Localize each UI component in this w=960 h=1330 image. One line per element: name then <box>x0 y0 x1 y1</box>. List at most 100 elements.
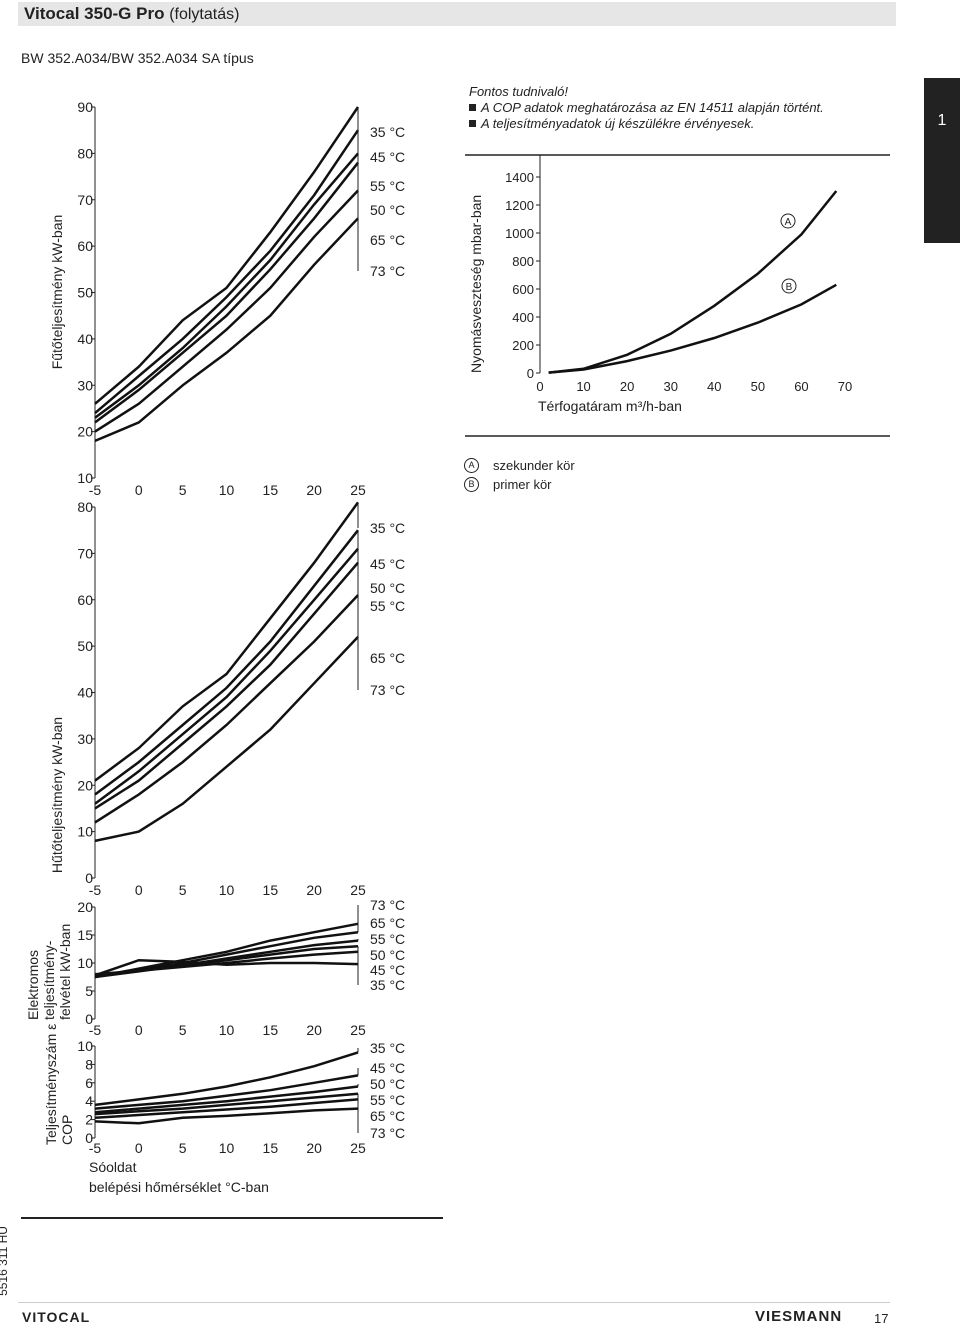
power-series-line <box>94 922 359 979</box>
cop-series-label: 35 °C <box>370 1040 405 1056</box>
cop-x-tick-label: 25 <box>350 1140 366 1156</box>
cooling-x-tick-label: 25 <box>350 882 366 898</box>
cop-series-line <box>94 1085 359 1114</box>
power-series-line <box>94 958 359 977</box>
heating-series-line <box>94 152 359 419</box>
cooling-y-tick-label: 0 <box>85 870 93 886</box>
bullet-icon <box>469 120 476 127</box>
power-y-axis-label: Elektromos <box>25 950 41 1020</box>
pressure-x-tick-label: 0 <box>536 379 543 394</box>
pressure-x-axis-label: Térfogatáram m³/h-ban <box>538 398 682 414</box>
heating-x-tick-label: 0 <box>135 482 143 498</box>
cooling-series-line <box>94 636 359 843</box>
pressure-y-tick-label: 800 <box>512 254 534 269</box>
cop-x-tick-label: 5 <box>179 1140 187 1156</box>
cooling-series-label: 35 °C <box>370 520 405 536</box>
cop-series-line <box>94 1098 359 1120</box>
heating-series-label: 50 °C <box>370 202 405 218</box>
pressure-x-tick-label: 40 <box>707 379 721 394</box>
heating-series-line <box>94 106 360 405</box>
model-subtitle: BW 352.A034/BW 352.A034 SA típus <box>21 50 254 66</box>
pressure-series-B <box>548 283 837 374</box>
heating-y-tick-label: 20 <box>77 424 93 440</box>
legend-text: primer kör <box>493 477 552 492</box>
cop-x-axis-label: Sóoldat <box>89 1159 137 1175</box>
heating-series-label: 45 °C <box>370 149 405 165</box>
cooling-series-line <box>94 594 359 824</box>
power-series-line <box>94 950 359 976</box>
heating-y-tick-label: 50 <box>77 285 93 301</box>
heating-y-tick-label: 80 <box>77 145 93 161</box>
pressure-y-tick-label: 600 <box>512 282 534 297</box>
pressure-series-marker <box>780 213 796 229</box>
cooling-series-line <box>94 547 359 805</box>
doc-code: 5516 311 HU <box>0 1218 16 1298</box>
heating-series-line <box>94 161 359 424</box>
power-x-tick-label: 0 <box>135 1022 143 1038</box>
power-y-tick-label: 10 <box>77 955 93 971</box>
notes-item-text: A teljesítményadatok új készülékre érvén… <box>481 116 755 131</box>
heating-y-tick-label: 60 <box>77 238 93 254</box>
cop-x-tick-label: 0 <box>135 1140 143 1156</box>
cooling-y-tick-label: 40 <box>77 685 93 701</box>
cooling-y-tick-label: 20 <box>77 777 93 793</box>
cop-y-axis-label: COP <box>59 1115 75 1145</box>
heating-x-tick-label: 25 <box>350 482 366 498</box>
pressure-y-tick-label: 0 <box>527 366 534 381</box>
pressure-y-tick-label: 200 <box>512 338 534 353</box>
heating-series-line <box>94 129 360 415</box>
cooling-x-tick-label: 15 <box>263 882 279 898</box>
cooling-series-line <box>94 561 359 810</box>
heating-x-tick-label: 10 <box>219 482 235 498</box>
cooling-y-tick-label: 50 <box>77 638 93 654</box>
pressure-y-tick-label: 1000 <box>505 226 534 241</box>
cooling-y-tick-label: 30 <box>77 731 93 747</box>
cop-series-line <box>94 1051 359 1107</box>
cooling-x-tick-label: -5 <box>89 882 102 898</box>
pressure-y-tick-label: 1200 <box>505 198 534 213</box>
legend-key: B <box>464 477 479 492</box>
cooling-series-label: 55 °C <box>370 598 405 614</box>
cooling-series-line <box>94 501 360 782</box>
heating-series-label: 73 °C <box>370 263 405 279</box>
footer-rule <box>21 1217 443 1219</box>
pressure-x-tick-label: 10 <box>576 379 590 394</box>
cooling-y-tick-label: 80 <box>77 499 93 515</box>
vitocal-logo: VITOCAL <box>22 1309 91 1325</box>
heating-y-tick-label: 40 <box>77 331 93 347</box>
pressure-y-axis-label: Nyomásveszteség mbar-ban <box>468 195 484 373</box>
cop-y-axis-label: Teljesítményszám ε <box>43 1024 59 1145</box>
cop-x-tick-label: 15 <box>263 1140 279 1156</box>
heating-series-line <box>94 189 359 433</box>
heating-x-tick-label: -5 <box>89 482 102 498</box>
power-x-tick-label: 20 <box>306 1022 322 1038</box>
power-series-label: 55 °C <box>370 931 405 947</box>
cop-series-line <box>94 1092 359 1116</box>
pressure-x-tick-label: 30 <box>663 379 677 394</box>
heating-y-tick-label: 70 <box>77 192 93 208</box>
cop-y-tick-label: 6 <box>85 1075 93 1091</box>
pressure-series-label: A <box>785 217 792 228</box>
legend-key: A <box>464 458 479 473</box>
cop-series-line <box>94 1074 359 1110</box>
cooling-series-label: 65 °C <box>370 650 405 666</box>
power-series-label: 73 °C <box>370 897 405 913</box>
cop-series-label: 45 °C <box>370 1060 405 1076</box>
cooling-x-tick-label: 20 <box>306 882 322 898</box>
cooling-series-label: 73 °C <box>370 682 405 698</box>
cop-y-tick-label: 4 <box>85 1093 93 1109</box>
notes-item: A teljesítményadatok új készülékre érvén… <box>469 116 824 132</box>
cop-y-tick-label: 10 <box>77 1038 93 1054</box>
cop-x-axis-label: belépési hőmérséklet °C-ban <box>89 1179 269 1195</box>
heating-series-label: 55 °C <box>370 178 405 194</box>
pressure-x-tick-label: 70 <box>838 379 852 394</box>
cooling-y-tick-label: 70 <box>77 545 93 561</box>
power-x-tick-label: 15 <box>263 1022 279 1038</box>
heating-y-tick-label: 10 <box>77 470 93 486</box>
pressure-series-label: B <box>786 282 793 293</box>
chapter-tab[interactable]: 1 <box>924 78 960 243</box>
